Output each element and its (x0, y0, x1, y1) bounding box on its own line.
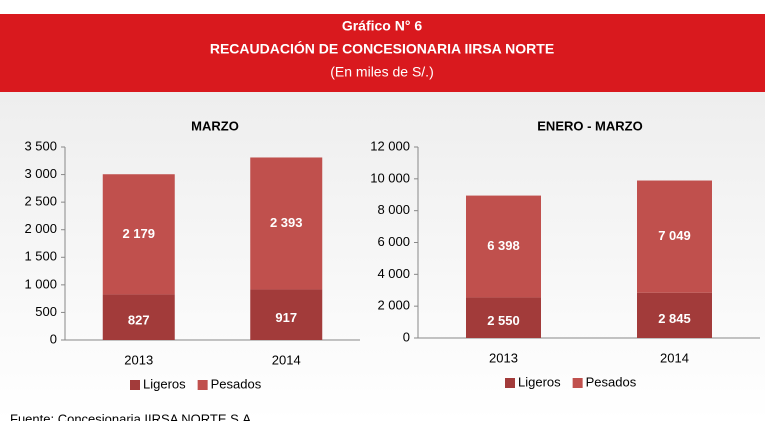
legend-label: Ligeros (143, 376, 186, 391)
bar-segment (637, 292, 712, 338)
y-tick-label: 3 000 (24, 166, 57, 181)
data-label: 6 398 (487, 238, 520, 253)
y-tick-label: 0 (50, 331, 57, 346)
data-label: 2 393 (270, 215, 303, 230)
x-tick-label: 2014 (660, 350, 689, 365)
x-tick-label: 2013 (489, 350, 518, 365)
y-tick-label: 500 (35, 304, 57, 319)
y-tick-label: 12 000 (370, 138, 410, 153)
data-label: 2 845 (658, 311, 691, 326)
y-tick-label: 3 500 (24, 138, 57, 153)
bar-segment (637, 180, 712, 293)
legend-label: Pesados (586, 374, 637, 389)
header-subtitle: RECAUDACIÓN DE CONCESIONARIA IIRSA NORTE (210, 40, 554, 57)
y-tick-label: 1 500 (24, 249, 57, 264)
legend-swatch (197, 380, 208, 390)
chart-title: MARZO (191, 118, 239, 133)
legend-swatch (130, 380, 140, 390)
y-tick-label: 1 000 (24, 276, 57, 291)
data-label: 2 550 (487, 313, 520, 328)
y-tick-label: 2 000 (377, 298, 410, 313)
data-label: 827 (128, 313, 150, 328)
header-title: Gráfico N° 6 (342, 18, 423, 34)
bar-segment (466, 195, 541, 298)
data-label: 2 179 (122, 226, 155, 241)
data-label: 7 049 (658, 228, 691, 243)
legend-swatch (505, 378, 515, 388)
y-tick-label: 4 000 (377, 266, 410, 281)
y-tick-label: 2 500 (24, 194, 57, 209)
legend-label: Ligeros (518, 374, 561, 389)
source: Fuente: Concesionaria IIRSA NORTE S.A. (10, 411, 255, 421)
y-tick-label: 6 000 (377, 234, 410, 249)
y-tick-label: 10 000 (370, 170, 410, 185)
y-tick-label: 8 000 (377, 202, 410, 217)
bar-segment (466, 297, 541, 338)
bar-segment (102, 174, 175, 295)
bar-segment (102, 294, 175, 340)
y-tick-label: 2 000 (24, 221, 57, 236)
bar-segment (250, 157, 323, 290)
x-tick-label: 2013 (124, 352, 153, 367)
x-tick-label: 2014 (272, 352, 301, 367)
legend-swatch (572, 378, 583, 388)
header-unit: (En miles de S/.) (330, 64, 433, 80)
data-label: 917 (275, 310, 297, 325)
header-band (0, 14, 765, 92)
bar-segment (250, 289, 323, 340)
legend-label: Pesados (211, 376, 262, 391)
chart-title: ENERO - MARZO (537, 118, 642, 133)
y-tick-label: 0 (403, 329, 410, 344)
